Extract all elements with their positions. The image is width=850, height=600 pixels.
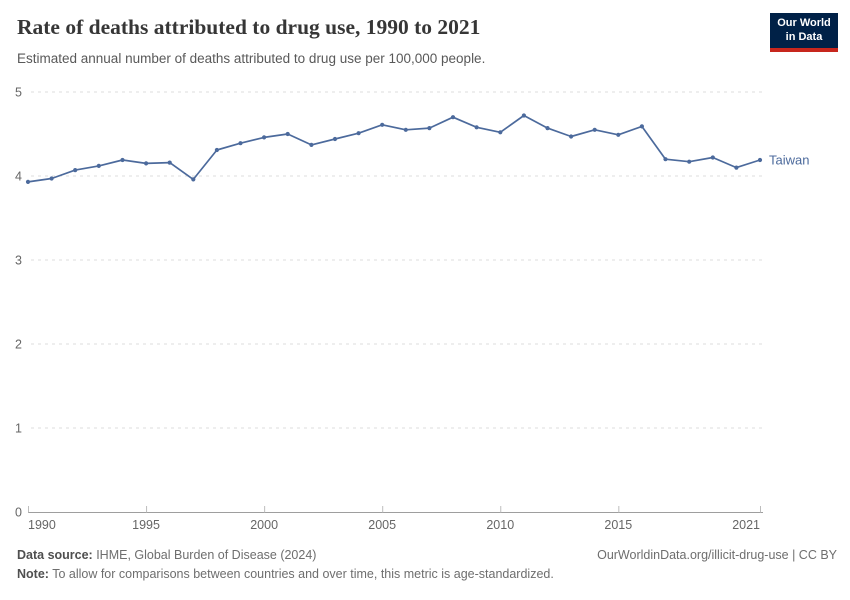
data-point[interactable]: [144, 161, 149, 166]
x-tick-label: 2000: [250, 518, 278, 532]
data-point[interactable]: [687, 159, 692, 164]
y-tick-label: 0: [15, 506, 22, 520]
owid-logo-line2: in Data: [785, 30, 823, 43]
line-chart-plot: 0 1 2 3 4 5 1990 1995 2000 2005 2010 2015 2021 Taiwan: [15, 86, 809, 533]
data-point[interactable]: [734, 165, 739, 170]
data-point[interactable]: [380, 122, 385, 127]
data-point[interactable]: [49, 176, 54, 181]
data-point[interactable]: [616, 132, 621, 137]
data-point[interactable]: [474, 125, 479, 130]
owid-logo-line1: Our World: [777, 17, 831, 30]
data-source-value: IHME, Global Burden of Disease (2024): [92, 548, 317, 562]
note-label: Note:: [17, 567, 49, 582]
data-point[interactable]: [25, 179, 31, 184]
data-point[interactable]: [757, 157, 763, 163]
data-point[interactable]: [120, 157, 125, 163]
data-point[interactable]: [498, 130, 503, 135]
data-point[interactable]: [427, 126, 432, 131]
x-tick-label: 2005: [368, 518, 396, 532]
chart-subtitle: Estimated annual number of deaths attrib…: [17, 50, 486, 66]
data-point[interactable]: [96, 163, 101, 168]
data-point[interactable]: [73, 168, 78, 173]
y-tick-label: 1: [15, 422, 22, 436]
data-point[interactable]: [214, 147, 219, 153]
data-source-label: Data source:: [17, 548, 93, 562]
x-tick-label: 2010: [486, 518, 514, 532]
data-point[interactable]: [592, 127, 597, 132]
x-tick-label: 2015: [604, 518, 632, 532]
data-source-line: Data source: IHME, Global Burden of Dise…: [17, 546, 316, 565]
note-value: To allow for comparisons between countri…: [48, 567, 554, 582]
y-tick-label: 2: [15, 338, 22, 352]
data-point[interactable]: [262, 135, 267, 140]
data-point[interactable]: [663, 157, 668, 162]
data-point[interactable]: [450, 115, 456, 120]
data-point[interactable]: [403, 127, 408, 132]
header: Rate of deaths attributed to drug use, 1…: [17, 14, 757, 67]
y-tick-label: 4: [15, 170, 22, 184]
owid-logo[interactable]: Our World in Data: [770, 13, 838, 52]
data-point[interactable]: [545, 126, 550, 131]
data-point[interactable]: [332, 136, 338, 142]
data-point[interactable]: [309, 142, 314, 147]
data-point[interactable]: [285, 131, 290, 137]
data-point[interactable]: [238, 141, 243, 146]
data-point[interactable]: [710, 155, 715, 160]
x-tick-label: 2021: [732, 518, 760, 532]
data-point[interactable]: [569, 134, 574, 139]
footer: Data source: IHME, Global Burden of Dise…: [17, 546, 837, 585]
license-link[interactable]: OurWorldinData.org/illicit-drug-use | CC…: [597, 548, 837, 562]
note-line: Note: To allow for comparisons between c…: [17, 565, 837, 584]
data-point[interactable]: [167, 160, 172, 165]
x-tick-label: 1995: [132, 518, 160, 532]
y-tick-label: 5: [15, 86, 22, 100]
y-tick-label: 3: [15, 254, 22, 268]
x-tick-label: 1990: [28, 518, 56, 532]
chart-title: Rate of deaths attributed to drug use, 1…: [17, 15, 481, 39]
data-point[interactable]: [356, 131, 361, 136]
entity-label-taiwan[interactable]: Taiwan: [769, 153, 809, 168]
data-point[interactable]: [521, 113, 527, 118]
data-point[interactable]: [191, 177, 196, 182]
data-point[interactable]: [639, 124, 645, 129]
series-line-taiwan[interactable]: [27, 114, 761, 183]
